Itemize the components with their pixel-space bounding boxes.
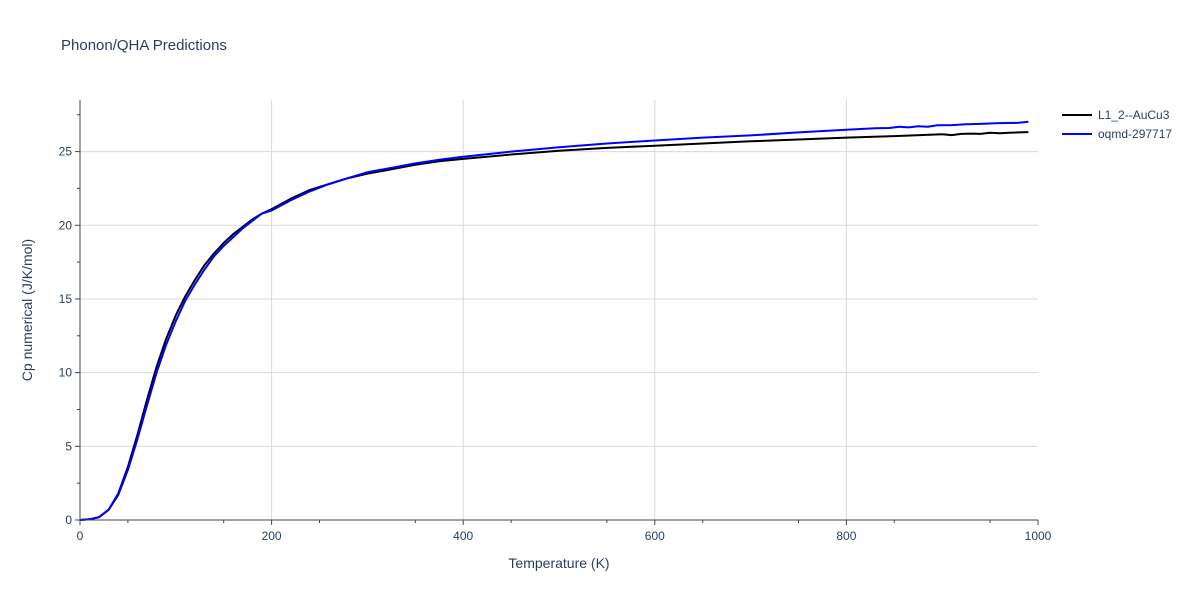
x-tick-label: 800 bbox=[836, 529, 856, 543]
y-tick-labels: 0 5 10 15 20 25 bbox=[59, 145, 73, 527]
chart-title: Phonon/QHA Predictions bbox=[61, 37, 227, 54]
legend[interactable]: L1_2--AuCu3 oqmd-297717 bbox=[1062, 108, 1172, 141]
legend-label: L1_2--AuCu3 bbox=[1098, 108, 1170, 122]
series-line-1 bbox=[79, 131, 1029, 521]
y-axis-title: Cp numerical (J/K/mol) bbox=[19, 239, 35, 381]
legend-item[interactable]: L1_2--AuCu3 bbox=[1062, 108, 1170, 122]
x-tick-label: 1000 bbox=[1025, 529, 1052, 543]
y-tick-label: 15 bbox=[59, 292, 73, 306]
x-axis-title: Temperature (K) bbox=[508, 555, 609, 571]
x-tick-labels: 0 200 400 600 800 1000 bbox=[77, 529, 1052, 543]
x-tick-label: 600 bbox=[645, 529, 665, 543]
x-tick-label: 0 bbox=[77, 529, 84, 543]
legend-item[interactable]: oqmd-297717 bbox=[1062, 127, 1172, 141]
axes bbox=[75, 100, 1039, 525]
y-tick-label: 0 bbox=[65, 513, 72, 527]
x-tick-label: 200 bbox=[262, 529, 282, 543]
series-lines bbox=[79, 120, 1029, 521]
grid-lines bbox=[80, 100, 1038, 520]
series-line-2 bbox=[79, 120, 1029, 521]
x-tick-label: 400 bbox=[453, 529, 473, 543]
legend-label: oqmd-297717 bbox=[1098, 127, 1172, 141]
y-tick-label: 5 bbox=[65, 439, 72, 453]
y-tick-label: 10 bbox=[59, 366, 73, 380]
y-tick-label: 20 bbox=[59, 218, 73, 232]
y-tick-label: 25 bbox=[59, 145, 73, 159]
